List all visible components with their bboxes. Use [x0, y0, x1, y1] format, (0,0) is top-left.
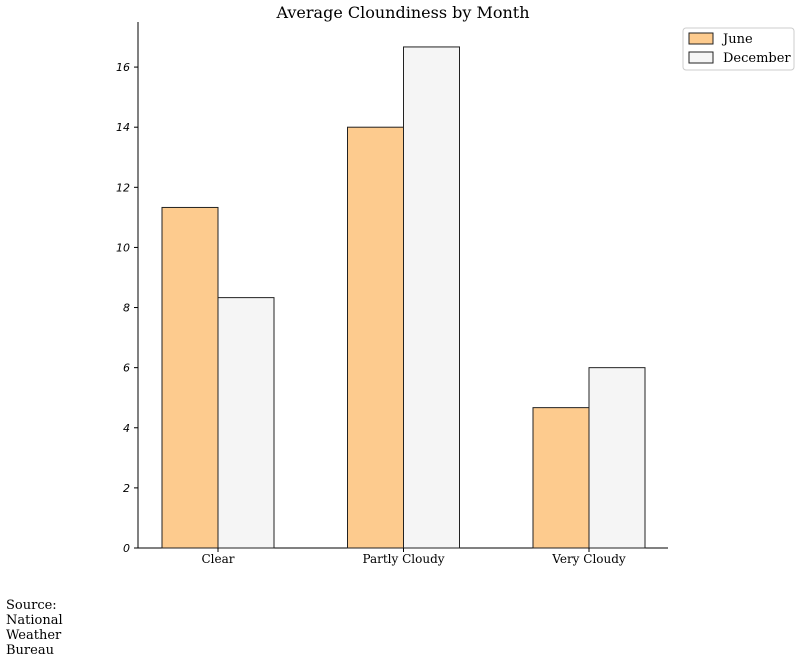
legend-swatch-june: [688, 32, 714, 45]
legend-swatch-december: [688, 51, 714, 64]
y-tick-label: 14: [116, 121, 130, 134]
y-tick-label: 10: [116, 241, 130, 254]
legend-label-december: December: [723, 51, 791, 66]
bar-december-very-cloudy: [588, 367, 646, 549]
y-tick-label: 4: [123, 422, 130, 435]
legend-label-june: June: [721, 32, 753, 47]
chart-title: Average Cloundiness by Month: [275, 3, 529, 22]
plot-area: 0 2 4 6 8 10 12 14 16 Clear Partly Cloudy Very Clou…: [116, 22, 668, 566]
x-tick-label: Partly Cloudy: [362, 552, 444, 566]
y-tick-label: 12: [116, 181, 130, 194]
y-tick-label: 0: [123, 542, 130, 555]
bar-june-very-cloudy: [532, 407, 590, 549]
bar-june-partly-cloudy: [347, 126, 404, 549]
x-tick-label: Clear: [201, 552, 234, 566]
source-note: Source: National Weather Bureau: [6, 598, 63, 658]
y-tick-label: 2: [123, 482, 130, 495]
legend: June December: [682, 27, 795, 71]
y-tick-label: 16: [116, 61, 130, 74]
y-tick-label: 8: [123, 302, 130, 315]
bar-december-partly-cloudy: [403, 46, 460, 549]
x-tick-label: Very Cloudy: [551, 552, 626, 566]
y-tick-label: 6: [123, 362, 130, 375]
bar-june-clear: [161, 206, 219, 549]
bar-december-clear: [217, 297, 275, 549]
